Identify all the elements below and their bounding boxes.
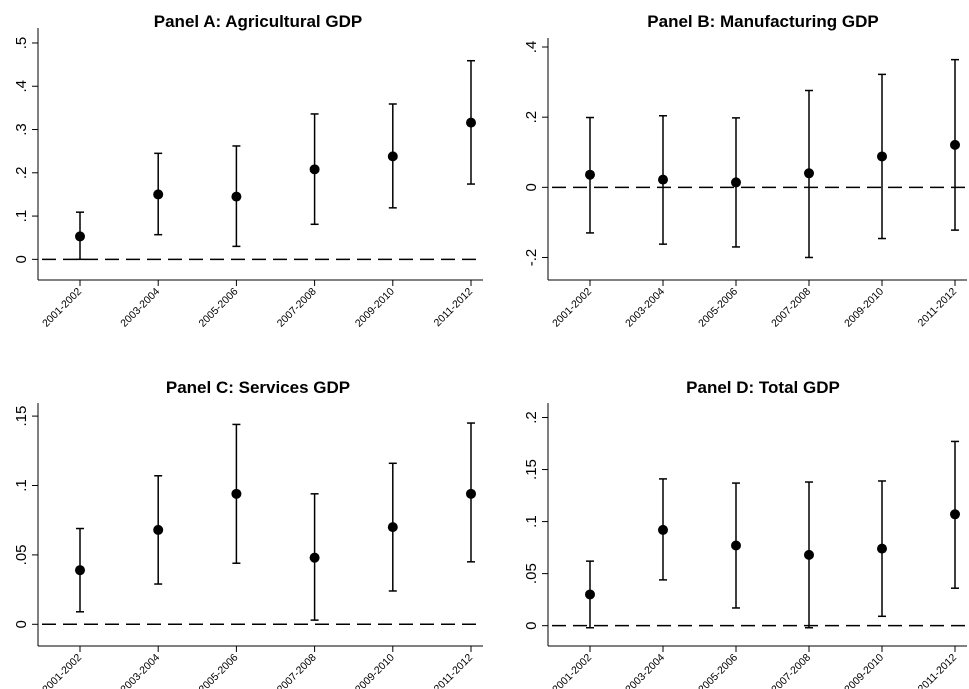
point-estimate xyxy=(75,565,85,576)
y-tick-label: 0 xyxy=(13,620,30,628)
point-estimate xyxy=(877,151,887,162)
y-tick-label: .15 xyxy=(523,459,540,480)
x-tick-label: 2007-2008 xyxy=(275,286,319,330)
panel-title: Panel A: Agricultural GDP xyxy=(154,12,362,31)
point-estimate xyxy=(950,509,960,520)
y-tick-label: 0 xyxy=(13,255,30,263)
x-tick-label: 2011-2012 xyxy=(916,286,960,330)
x-tick-label: 2005-2006 xyxy=(696,286,740,330)
x-tick-label: 2005-2006 xyxy=(197,286,241,330)
panel-title: Panel C: Services GDP xyxy=(166,378,350,397)
x-tick-label: 2007-2008 xyxy=(769,286,813,330)
point-estimate xyxy=(950,139,960,150)
x-tick-label: 2003-2004 xyxy=(623,286,667,330)
x-tick-label: 2011-2012 xyxy=(432,286,476,330)
y-tick-label: .4 xyxy=(523,41,540,54)
y-tick-label: -.2 xyxy=(523,249,540,267)
y-tick-label: .2 xyxy=(523,111,540,124)
x-tick-label: 2009-2010 xyxy=(353,652,397,689)
panel-title: Panel B: Manufacturing GDP xyxy=(647,12,878,31)
point-estimate xyxy=(153,524,164,535)
y-tick-label: .2 xyxy=(13,167,30,180)
x-tick-label: 2011-2012 xyxy=(432,652,476,689)
point-estimate xyxy=(309,164,320,175)
point-estimate xyxy=(231,191,242,202)
point-estimate xyxy=(309,552,320,563)
panel-b: Panel B: Manufacturing GDP -.2 0 .2 .4 2001-2… xyxy=(523,12,967,330)
panel-title: Panel D: Total GDP xyxy=(686,378,840,397)
x-tick-label: 2003-2004 xyxy=(623,652,667,689)
point-estimate xyxy=(658,524,668,535)
point-estimate xyxy=(731,540,741,551)
y-tick-label: .5 xyxy=(13,37,30,50)
point-estimate xyxy=(658,174,668,185)
y-tick-label: .15 xyxy=(13,406,30,427)
point-estimate xyxy=(466,117,476,128)
panel-c: Panel C: Services GDP 0 .05 .1 .15 2001-2002 2… xyxy=(13,378,483,689)
point-estimate xyxy=(731,177,741,188)
point-estimate xyxy=(387,522,398,533)
y-tick-label: 0 xyxy=(523,183,540,191)
point-estimate xyxy=(877,543,887,554)
y-tick-label: .1 xyxy=(13,479,30,492)
x-tick-label: 2009-2010 xyxy=(842,652,886,689)
y-tick-label: .05 xyxy=(523,563,540,584)
x-tick-label: 2005-2006 xyxy=(197,652,241,689)
panel-d: Panel D: Total GDP 0 .05 .1 .15 .2 2001-2002 20… xyxy=(523,378,967,689)
point-estimate xyxy=(466,488,476,499)
point-estimate xyxy=(804,168,814,179)
x-tick-label: 2009-2010 xyxy=(353,286,397,330)
x-tick-label: 2001-2002 xyxy=(550,286,594,330)
point-estimate xyxy=(231,488,242,499)
panel-a: Panel A: Agricultural GDP 0 .1 .2 .3 .4 .5 2001… xyxy=(13,12,483,330)
x-tick-label: 2001-2002 xyxy=(550,652,594,689)
point-estimate xyxy=(387,151,398,162)
y-tick-label: .3 xyxy=(13,123,30,136)
point-estimate xyxy=(585,169,595,180)
point-estimate xyxy=(75,231,85,242)
x-tick-label: 2001-2002 xyxy=(40,286,84,330)
x-tick-label: 2005-2006 xyxy=(696,652,740,689)
y-tick-label: .05 xyxy=(13,544,30,565)
x-tick-label: 2007-2008 xyxy=(275,652,319,689)
x-tick-label: 2003-2004 xyxy=(118,286,162,330)
point-estimate xyxy=(153,189,164,200)
x-tick-label: 2001-2002 xyxy=(40,652,84,689)
panels-layer: Panel A: Agricultural GDP 0 .1 .2 .3 .4 .5 2001… xyxy=(13,12,967,689)
x-tick-label: 2003-2004 xyxy=(118,652,162,689)
y-tick-label: .1 xyxy=(13,210,30,223)
x-tick-label: 2009-2010 xyxy=(842,286,886,330)
x-tick-label: 2007-2008 xyxy=(769,652,813,689)
y-tick-label: .2 xyxy=(523,411,540,424)
y-tick-label: .1 xyxy=(523,515,540,528)
point-estimate xyxy=(585,589,595,600)
x-tick-label: 2011-2012 xyxy=(916,652,960,689)
y-tick-label: .4 xyxy=(13,80,30,93)
y-tick-label: 0 xyxy=(523,622,540,630)
point-estimate xyxy=(804,549,814,560)
